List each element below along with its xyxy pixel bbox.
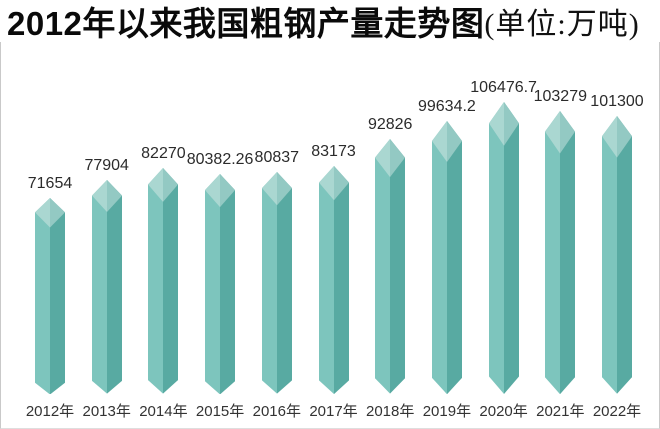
bar-value-label-2020年: 106476.7	[470, 79, 537, 96]
bar-value-label-2021年: 103279	[533, 87, 587, 105]
bar-2015年	[205, 173, 236, 394]
x-axis-label-2013年: 2013年	[82, 403, 131, 420]
bar-value-label-2015年: 80382.26	[186, 150, 254, 168]
bar-2017年	[318, 165, 349, 394]
bar-2018年	[375, 139, 406, 394]
x-axis-label-2022年: 2022年	[592, 403, 642, 420]
x-axis-label-2016年: 2016年	[252, 403, 301, 420]
chart-title: 2012年以来我国粗钢产量走势图 (单位:万吨)	[0, 0, 660, 42]
chart-plot-area: 71654 2012年 77904 2013年 82270 2014年 80382.26 20…	[0, 42, 660, 429]
bar-value-label-2018年: 92826	[367, 116, 413, 134]
bar-value-label-2012年: 71654	[27, 174, 73, 192]
bar-value-label-2017年: 83173	[311, 142, 356, 160]
x-axis-label-2014年: 2014年	[139, 403, 188, 420]
chart-title-text: 2012年以来我国粗钢产量走势图	[7, 5, 485, 42]
bar-2013年	[91, 180, 122, 394]
x-axis-label-2020年: 2020年	[479, 403, 528, 420]
bar-value-label-2019年: 99634.2	[417, 97, 476, 115]
bar-value-label-2013年: 77904	[84, 157, 129, 175]
bar-value-label-2016年: 80837	[254, 149, 300, 167]
bar-2012年	[35, 197, 65, 394]
bar-2014年	[148, 168, 179, 394]
x-axis-label-2017年: 2017年	[309, 403, 358, 420]
bar-value-label-2014年: 82270	[141, 145, 186, 163]
bar-2021年	[545, 110, 576, 394]
bar-2019年	[431, 120, 462, 394]
x-axis-label-2012年: 2012年	[25, 403, 75, 420]
bar-2022年	[602, 116, 632, 394]
bar-2020年	[488, 102, 519, 394]
x-axis-label-2015年: 2015年	[195, 403, 245, 420]
x-axis-label-2019年: 2019年	[422, 403, 472, 420]
bar-value-label-2022年: 101300	[590, 93, 644, 111]
chart-unit-label: (单位:万吨)	[484, 8, 640, 41]
bar-2016年	[261, 172, 292, 394]
x-axis-label-2021年: 2021年	[536, 403, 585, 420]
x-axis-label-2018年: 2018年	[366, 403, 415, 420]
